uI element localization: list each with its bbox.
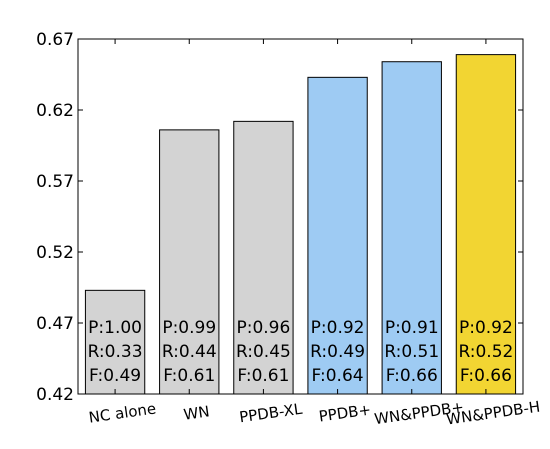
x-tick-label: NC alone xyxy=(88,399,158,426)
bar-label-r: R:0.51 xyxy=(384,342,439,362)
bar-wn-ppdb-h xyxy=(455,54,517,395)
bar-label-f: F:0.61 xyxy=(237,366,289,386)
bar-label-r: R:0.45 xyxy=(236,342,291,362)
bar-label-p: P:0.99 xyxy=(162,318,216,338)
x-tick-label: PPDB+ xyxy=(318,400,372,425)
y-tick-label: 0.57 xyxy=(36,172,74,192)
bar-label-p: P:0.96 xyxy=(236,318,290,338)
bar-ppdb-xl xyxy=(233,120,294,395)
bar-label-f: F:0.64 xyxy=(312,366,364,386)
bar-wn-ppdb- xyxy=(381,61,442,395)
y-tick-label: 0.47 xyxy=(36,314,74,334)
bar-label-f: F:0.66 xyxy=(386,366,438,386)
bar-label-p: P:1.00 xyxy=(88,318,142,338)
bar-label-r: R:0.33 xyxy=(88,342,143,362)
plot-frame xyxy=(77,38,524,395)
bar-label-r: R:0.52 xyxy=(458,342,513,362)
x-tick-label: PPDB-XL xyxy=(238,400,304,427)
bar-label-r: R:0.44 xyxy=(162,342,217,362)
bar-label-f: F:0.66 xyxy=(460,366,512,386)
bar-label-p: P:0.92 xyxy=(459,318,513,338)
bar-label-r: R:0.49 xyxy=(310,342,365,362)
y-tick-label: 0.67 xyxy=(36,30,74,50)
y-tick-label: 0.52 xyxy=(36,243,74,263)
y-tick-label: 0.62 xyxy=(36,101,74,121)
bar-label-f: F:0.49 xyxy=(89,366,141,386)
bar-nc-alone xyxy=(84,289,146,395)
x-tick-label: WN xyxy=(182,402,210,423)
bar-ppdb- xyxy=(307,76,368,395)
bar-label-p: P:0.92 xyxy=(311,318,365,338)
bar-label-f: F:0.61 xyxy=(163,366,215,386)
bar-label-p: P:0.91 xyxy=(385,318,439,338)
y-tick-label: 0.42 xyxy=(36,385,74,405)
bar-wn xyxy=(159,129,220,395)
